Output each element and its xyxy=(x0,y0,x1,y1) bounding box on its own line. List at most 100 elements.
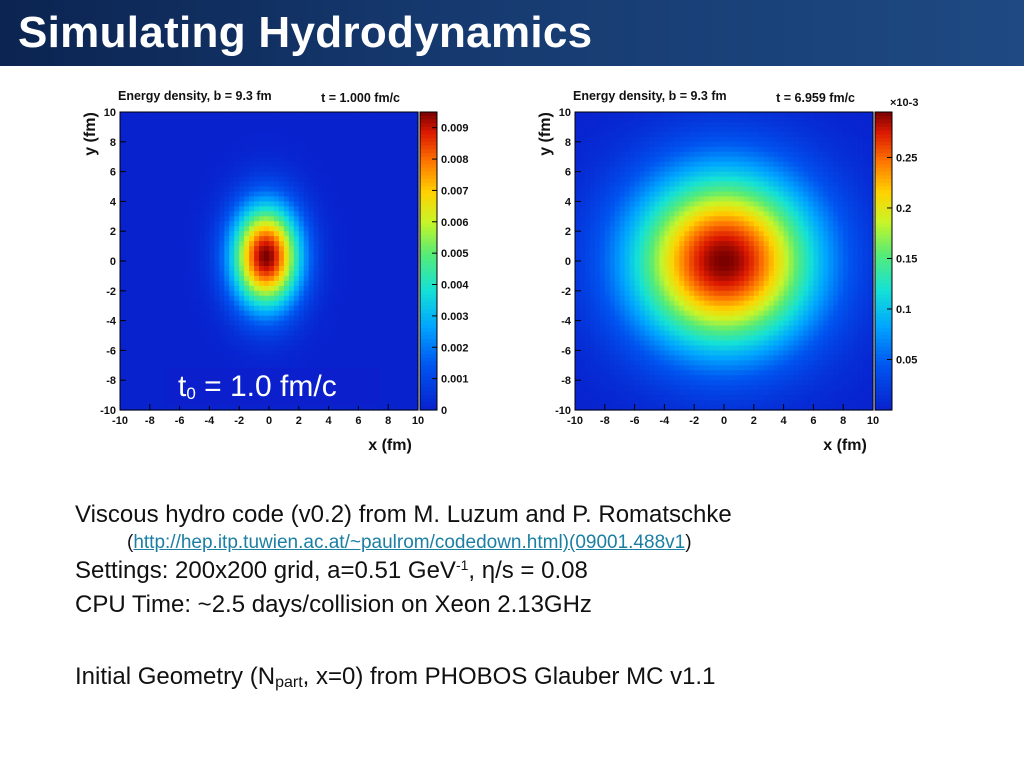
heatmap-cell xyxy=(383,365,389,371)
heatmap-cell xyxy=(348,290,355,297)
heatmap-cell xyxy=(388,285,394,292)
heatmap-cell xyxy=(383,221,389,227)
heatmap-cell xyxy=(368,216,374,222)
heatmap-cell xyxy=(244,186,250,193)
heatmap-cell xyxy=(159,206,166,212)
heatmap-cell xyxy=(169,196,176,202)
heatmap-cell xyxy=(174,310,181,317)
heatmap-cell xyxy=(224,295,230,302)
heatmap-cell xyxy=(269,261,275,267)
heatmap-cell xyxy=(398,395,404,401)
heatmap-cell xyxy=(259,310,265,317)
heatmap-cell xyxy=(575,330,581,337)
heatmap-cell xyxy=(368,270,374,277)
heatmap-cell xyxy=(283,315,290,322)
heatmap-cell xyxy=(229,325,235,332)
heatmap-cell xyxy=(333,191,340,198)
heatmap-cell xyxy=(609,350,616,356)
heatmap-cell xyxy=(609,171,616,178)
heatmap-cell xyxy=(358,211,364,217)
heatmap-cell xyxy=(234,290,240,297)
heatmap-cell xyxy=(664,196,670,202)
heatmap-cell xyxy=(599,226,606,232)
heatmap-cell xyxy=(179,176,186,183)
heatmap-cell xyxy=(234,315,240,322)
heatmap-cell xyxy=(179,206,186,212)
heatmap-cell xyxy=(124,136,131,143)
colorbar-segment xyxy=(420,387,437,392)
heatmap-cell xyxy=(179,355,186,361)
heatmap-cell xyxy=(204,270,210,277)
heatmap-cell xyxy=(644,112,651,118)
heatmap-cell xyxy=(614,305,621,312)
heatmap-cell xyxy=(634,256,641,262)
heatmap-cell xyxy=(358,112,364,118)
heatmap-cell xyxy=(264,151,270,158)
heatmap-cell xyxy=(293,300,300,307)
heatmap-cell xyxy=(654,211,661,217)
heatmap-cell xyxy=(154,360,161,366)
heatmap-cell xyxy=(224,360,230,366)
heatmap-cell xyxy=(189,221,196,227)
heatmap-cell xyxy=(204,112,210,118)
heatmap-cell xyxy=(273,280,280,287)
heatmap-cell xyxy=(129,181,136,188)
heatmap-cell xyxy=(308,206,315,212)
heatmap-cell xyxy=(584,310,591,317)
heatmap-cell xyxy=(254,340,260,347)
heatmap-cell xyxy=(189,290,196,297)
heatmap-cell xyxy=(184,246,191,252)
heatmap-cell xyxy=(388,151,394,158)
heatmap-cell xyxy=(328,285,335,292)
heatmap-cell xyxy=(234,126,240,133)
heatmap-cell xyxy=(639,365,646,371)
heatmap-cell xyxy=(575,365,581,371)
heatmap-cell xyxy=(229,171,235,178)
heatmap-cell xyxy=(214,141,220,148)
heatmap-cell xyxy=(383,131,389,138)
heatmap-cell xyxy=(604,126,611,133)
colorbar-segment xyxy=(420,361,437,366)
heatmap-cell xyxy=(604,231,611,237)
heatmap-cell xyxy=(189,112,196,118)
heatmap-cell xyxy=(120,201,126,207)
colorbar-segment xyxy=(420,126,437,132)
heatmap-cell xyxy=(124,270,131,277)
heatmap-cell xyxy=(398,146,404,153)
heatmap-cell xyxy=(629,131,636,138)
heatmap-cell xyxy=(288,221,295,227)
heatmap-cell xyxy=(283,116,290,123)
heatmap-cell xyxy=(363,151,369,158)
heatmap-cell xyxy=(244,310,250,317)
heatmap-cell xyxy=(644,131,651,138)
heatmap-cell xyxy=(308,181,315,188)
heatmap-cell xyxy=(323,270,330,277)
heatmap-cell xyxy=(403,340,409,347)
heatmap-cell xyxy=(139,206,146,212)
heatmap-cell xyxy=(634,345,641,351)
heatmap-cell xyxy=(383,126,389,133)
heatmap-cell xyxy=(288,151,295,158)
heatmap-cell xyxy=(654,345,661,351)
heatmap-cell xyxy=(124,285,131,292)
heatmap-cell xyxy=(214,201,220,207)
heatmap-cell xyxy=(614,290,621,297)
heatmap-cell xyxy=(579,261,586,267)
heatmap-cell xyxy=(649,112,656,118)
heatmap-cell xyxy=(393,300,399,307)
heatmap-cell xyxy=(169,405,176,411)
heatmap-cell xyxy=(179,131,186,138)
heatmap-cell xyxy=(199,325,206,332)
heatmap-cell xyxy=(649,146,656,153)
heatmap-cell xyxy=(629,270,636,277)
heatmap-cell xyxy=(288,280,295,287)
colorbar-segment xyxy=(420,197,437,202)
heatmap-cell xyxy=(398,126,404,133)
heatmap-cell xyxy=(288,275,295,282)
heatmap-cell xyxy=(604,116,611,123)
heatmap-cell xyxy=(303,256,310,262)
heatmap-cell xyxy=(298,151,305,158)
heatmap-cell xyxy=(134,151,141,158)
heatmap-cell xyxy=(139,146,146,153)
heatmap-cell xyxy=(619,126,626,133)
